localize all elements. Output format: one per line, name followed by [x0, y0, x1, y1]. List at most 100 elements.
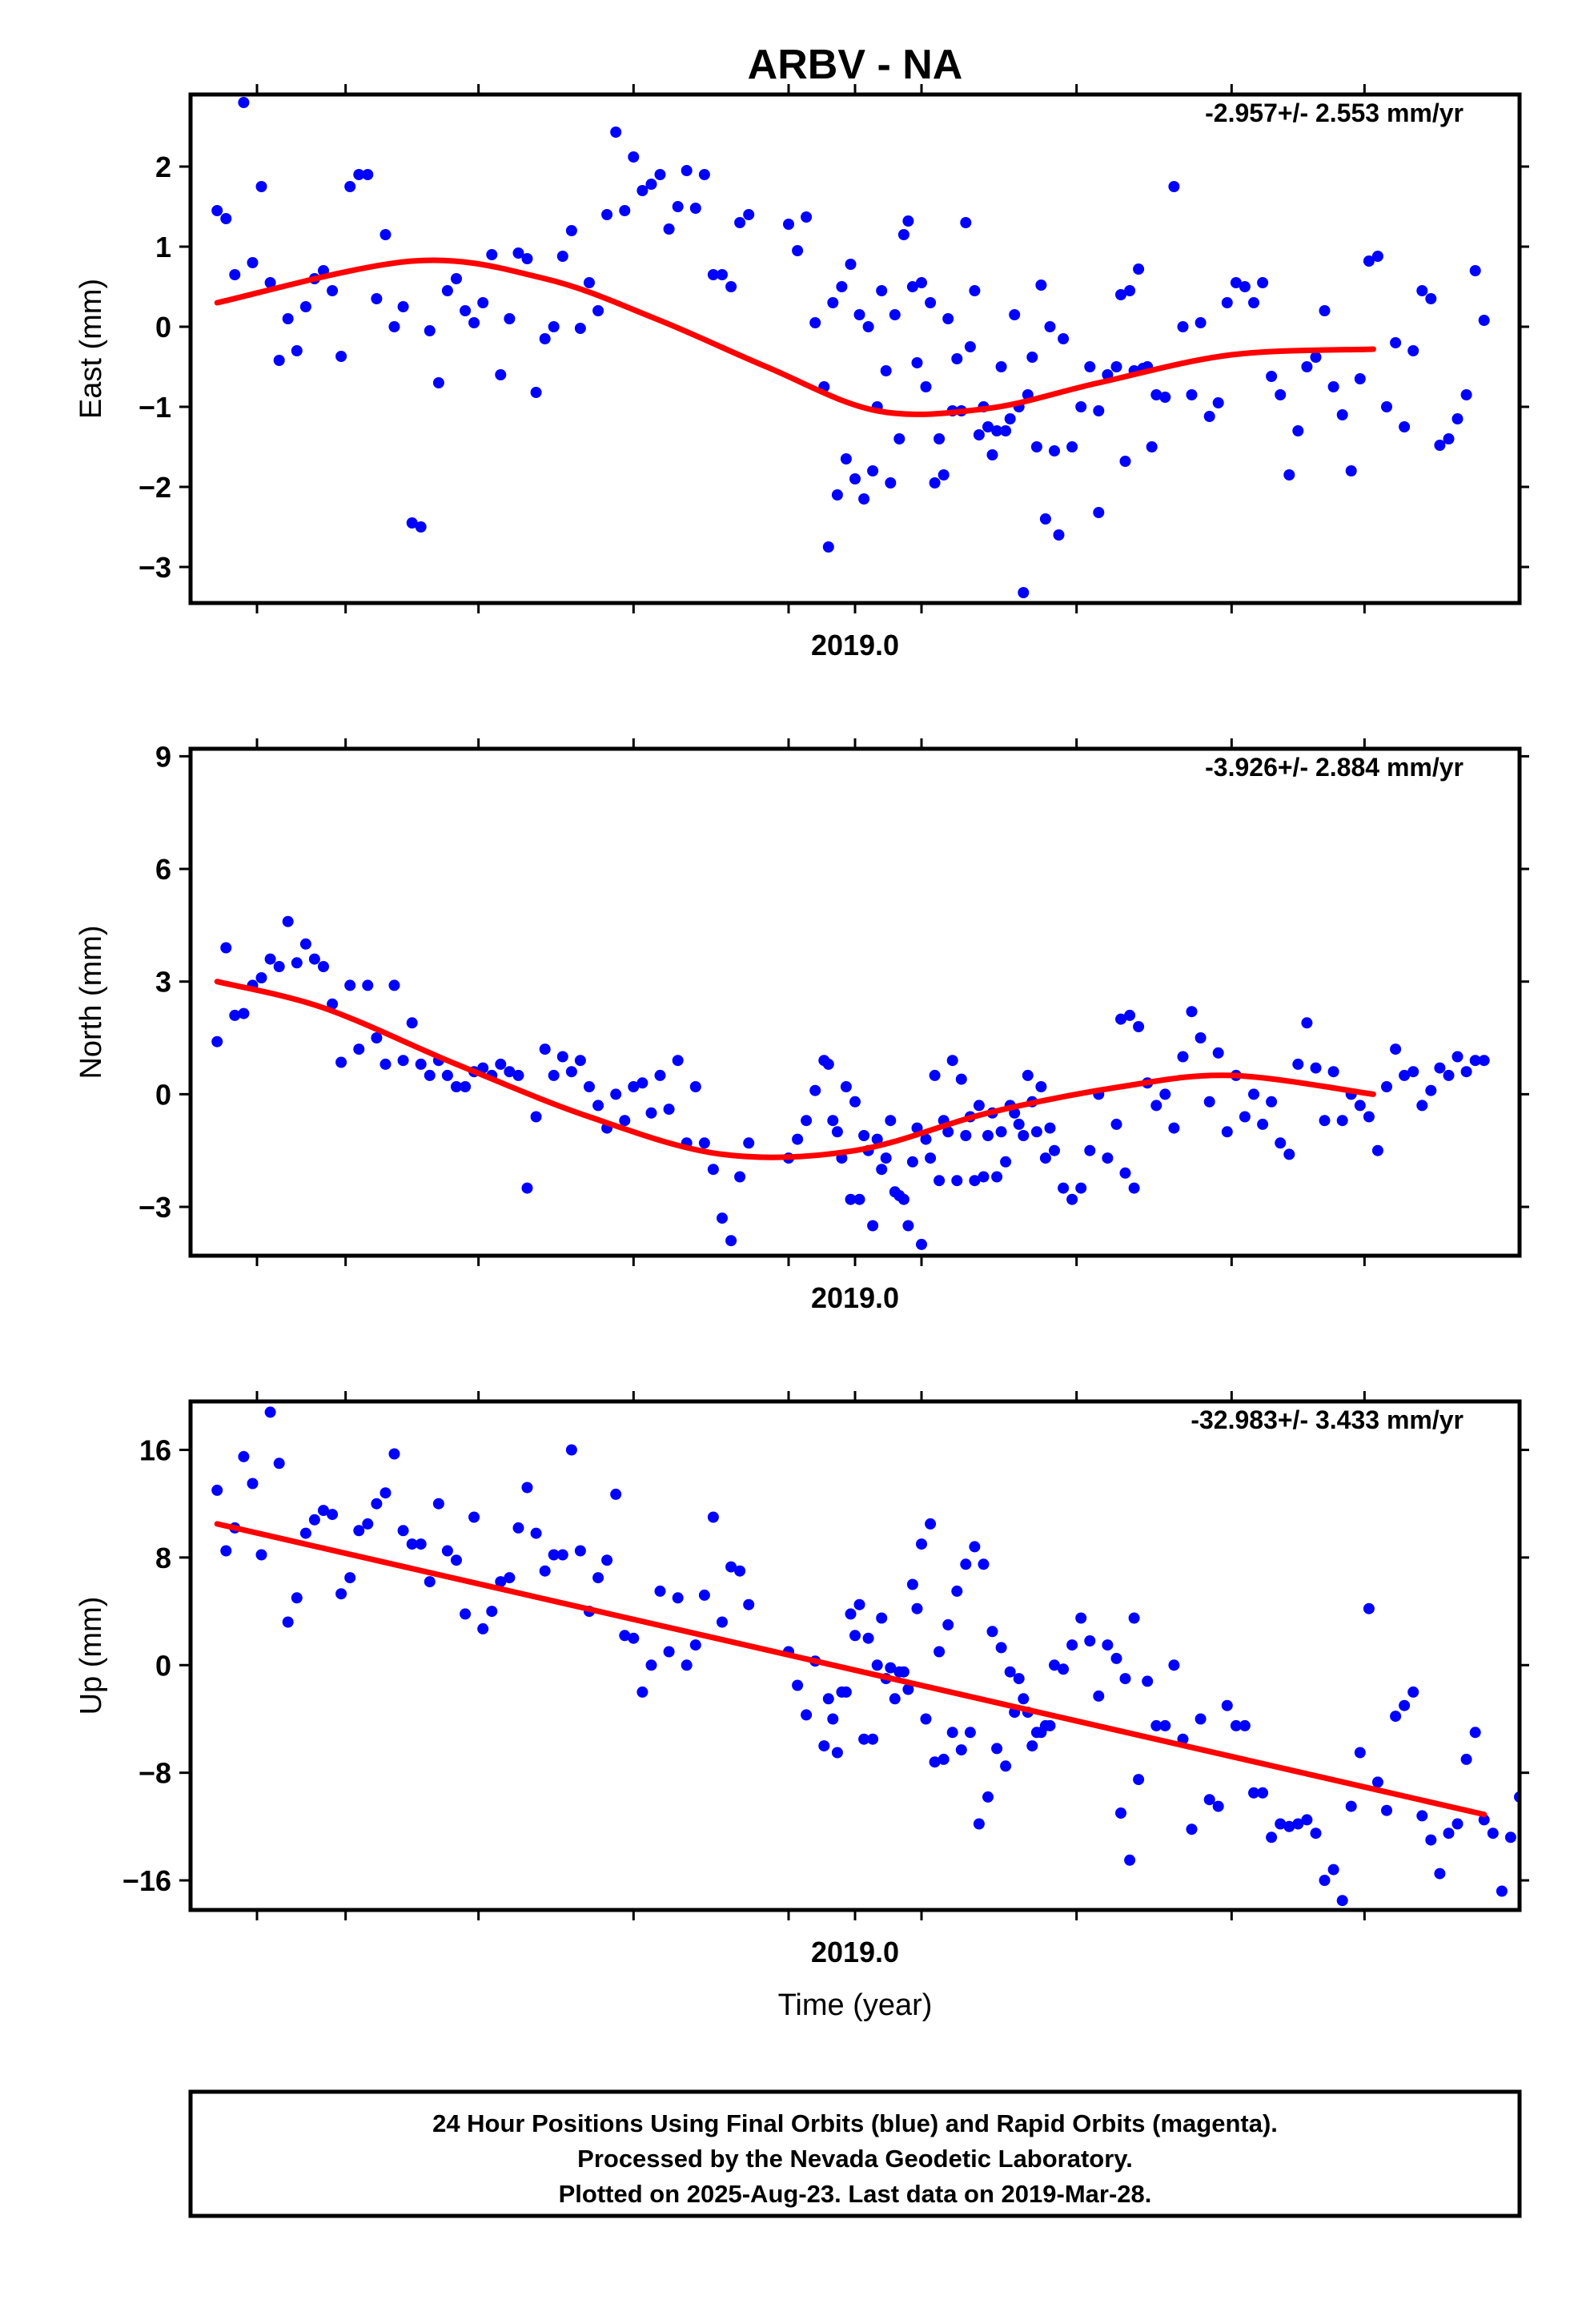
- data-point: [574, 1055, 586, 1067]
- y-tick-label: 9: [155, 740, 171, 773]
- data-point: [938, 1753, 950, 1765]
- x-tick-label: 2019.0: [811, 1281, 899, 1314]
- data-point: [1275, 389, 1287, 400]
- data-point: [876, 285, 888, 296]
- data-point: [982, 421, 994, 432]
- data-point: [849, 1096, 861, 1108]
- data-point: [1292, 425, 1304, 436]
- data-point: [1381, 1081, 1392, 1092]
- data-point: [1044, 1719, 1056, 1731]
- data-point: [548, 321, 560, 332]
- data-point: [1434, 440, 1446, 451]
- data-point: [717, 1616, 728, 1628]
- data-point: [858, 493, 870, 505]
- data-point: [827, 1713, 839, 1725]
- data-point: [255, 972, 267, 983]
- data-point: [1039, 513, 1051, 525]
- data-point: [565, 225, 577, 236]
- data-point: [867, 1733, 879, 1745]
- y-tick-label: 0: [155, 1078, 171, 1111]
- data-point: [406, 1017, 418, 1029]
- data-point: [717, 1212, 728, 1224]
- data-point: [960, 217, 972, 228]
- y-tick-label: −3: [139, 1191, 171, 1224]
- data-point: [1416, 285, 1428, 296]
- data-point: [672, 201, 684, 212]
- data-point: [672, 1592, 684, 1604]
- data-point: [1327, 1066, 1339, 1078]
- data-point: [707, 1164, 719, 1176]
- data-point: [628, 151, 640, 163]
- y-tick-label: 0: [155, 311, 171, 344]
- data-point: [1203, 411, 1215, 422]
- data-point: [1407, 345, 1419, 356]
- data-point: [1239, 1719, 1251, 1731]
- data-point: [1399, 421, 1411, 432]
- data-point: [299, 938, 311, 950]
- data-point: [1460, 1066, 1472, 1078]
- data-point: [973, 1818, 985, 1830]
- data-point: [353, 1525, 365, 1537]
- data-point: [255, 1549, 267, 1561]
- data-point: [264, 953, 276, 965]
- data-point: [1013, 1673, 1025, 1685]
- data-point: [1115, 1013, 1126, 1025]
- data-point: [783, 219, 794, 230]
- data-point: [827, 1115, 839, 1127]
- data-point: [592, 305, 604, 316]
- data-point: [902, 1683, 914, 1695]
- data-point: [840, 1081, 852, 1092]
- data-point: [1110, 1118, 1122, 1130]
- data-point: [397, 1525, 409, 1537]
- data-point: [610, 127, 622, 138]
- y-tick-label: −3: [139, 551, 171, 584]
- rate-annotation: -2.957+/- 2.553 mm/yr: [1205, 99, 1464, 127]
- data-point: [264, 277, 276, 288]
- data-point: [818, 1740, 830, 1752]
- data-point: [460, 1608, 472, 1620]
- data-point: [1159, 1719, 1171, 1731]
- data-point: [1354, 373, 1366, 384]
- data-point: [565, 1444, 577, 1456]
- data-point: [698, 1589, 710, 1601]
- data-point: [978, 1558, 990, 1570]
- data-point: [1257, 1118, 1269, 1130]
- data-point: [969, 1541, 981, 1553]
- data-point: [951, 1585, 963, 1597]
- x-tick-label: 2019.0: [811, 1936, 899, 1968]
- data-point: [327, 285, 339, 296]
- data-point: [964, 341, 976, 352]
- data-point: [1221, 1126, 1233, 1138]
- data-point: [1093, 507, 1105, 518]
- data-point: [584, 277, 595, 288]
- data-point: [920, 1713, 932, 1725]
- data-point: [1283, 1820, 1295, 1832]
- data-point: [1093, 1690, 1105, 1702]
- data-point: [1168, 181, 1180, 192]
- data-point: [1000, 1760, 1012, 1772]
- data-point: [1381, 1804, 1392, 1816]
- data-point: [1399, 1699, 1411, 1711]
- data-point: [942, 1618, 954, 1630]
- x-axis-label: Time (year): [778, 1988, 933, 2022]
- data-point: [601, 1554, 613, 1566]
- data-point: [955, 1073, 967, 1085]
- data-point: [539, 333, 551, 344]
- data-point: [1000, 425, 1012, 436]
- data-point: [1186, 389, 1198, 400]
- data-point: [1212, 1800, 1224, 1812]
- data-point: [1336, 409, 1348, 420]
- data-point: [880, 365, 892, 376]
- data-point: [1266, 1831, 1278, 1844]
- caption-line-2: Processed by the Nevada Geodetic Laborat…: [577, 2145, 1133, 2173]
- data-point: [247, 1478, 259, 1490]
- data-point: [681, 1659, 693, 1671]
- data-point: [1283, 469, 1295, 480]
- data-point: [1159, 392, 1171, 403]
- data-point: [1310, 352, 1322, 363]
- data-point: [885, 1115, 897, 1127]
- data-point: [1044, 321, 1056, 332]
- data-point: [934, 1646, 946, 1658]
- data-point: [548, 1549, 560, 1561]
